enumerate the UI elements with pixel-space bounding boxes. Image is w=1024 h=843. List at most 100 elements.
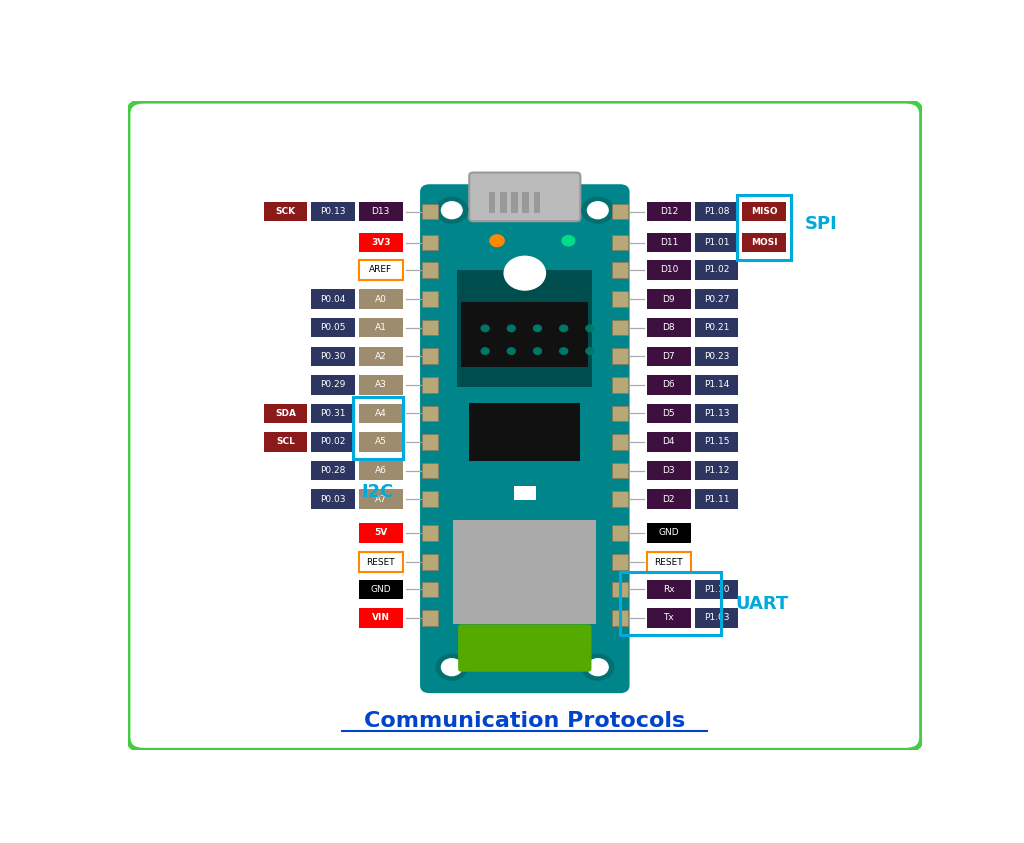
Text: P1.12: P1.12 — [703, 466, 729, 475]
Text: D2: D2 — [663, 495, 675, 503]
Text: Tx: Tx — [664, 614, 674, 622]
Text: SCL: SCL — [276, 438, 295, 447]
Text: A5: A5 — [375, 438, 387, 447]
FancyBboxPatch shape — [694, 346, 738, 366]
Circle shape — [586, 325, 594, 331]
FancyBboxPatch shape — [311, 318, 355, 337]
FancyBboxPatch shape — [311, 489, 355, 509]
FancyBboxPatch shape — [647, 552, 690, 572]
FancyBboxPatch shape — [647, 260, 690, 280]
Circle shape — [560, 325, 567, 331]
Circle shape — [582, 654, 613, 680]
Text: P0.02: P0.02 — [321, 438, 346, 447]
Text: GND: GND — [371, 585, 391, 593]
Text: D4: D4 — [663, 438, 675, 447]
FancyBboxPatch shape — [647, 346, 690, 366]
Text: P0.04: P0.04 — [321, 295, 346, 303]
Bar — [422, 582, 437, 597]
Text: SPI: SPI — [805, 215, 838, 233]
Text: A3: A3 — [375, 380, 387, 389]
Bar — [422, 554, 437, 570]
FancyBboxPatch shape — [359, 201, 402, 221]
FancyBboxPatch shape — [359, 289, 402, 309]
FancyBboxPatch shape — [359, 461, 402, 481]
FancyBboxPatch shape — [694, 201, 738, 221]
Bar — [612, 434, 628, 449]
Bar — [612, 348, 628, 364]
Text: GND: GND — [658, 529, 679, 537]
Circle shape — [489, 235, 504, 246]
Circle shape — [441, 201, 462, 218]
Text: SCK: SCK — [275, 207, 296, 216]
Text: D12: D12 — [659, 207, 678, 216]
Text: P1.10: P1.10 — [703, 585, 729, 593]
Circle shape — [534, 348, 542, 354]
FancyBboxPatch shape — [694, 579, 738, 599]
Bar — [489, 192, 496, 212]
FancyBboxPatch shape — [359, 346, 402, 366]
Text: D7: D7 — [663, 352, 675, 361]
Bar — [612, 235, 628, 250]
Text: P1.08: P1.08 — [703, 207, 729, 216]
Text: P1.14: P1.14 — [703, 380, 729, 389]
Circle shape — [504, 256, 546, 290]
Bar — [514, 486, 536, 501]
Text: P0.13: P0.13 — [321, 207, 346, 216]
Text: I2C: I2C — [361, 484, 394, 502]
Text: P0.03: P0.03 — [321, 495, 346, 503]
FancyBboxPatch shape — [694, 432, 738, 452]
Text: P1.11: P1.11 — [703, 495, 729, 503]
Bar — [612, 292, 628, 307]
FancyBboxPatch shape — [647, 523, 690, 543]
Bar — [461, 303, 588, 368]
FancyBboxPatch shape — [694, 318, 738, 337]
Bar — [422, 434, 437, 449]
Bar — [612, 582, 628, 597]
Text: D8: D8 — [663, 323, 675, 332]
Bar — [422, 235, 437, 250]
FancyBboxPatch shape — [359, 489, 402, 509]
Bar — [612, 554, 628, 570]
FancyBboxPatch shape — [647, 233, 690, 252]
FancyBboxPatch shape — [359, 608, 402, 627]
FancyBboxPatch shape — [311, 461, 355, 481]
FancyBboxPatch shape — [647, 318, 690, 337]
FancyBboxPatch shape — [647, 432, 690, 452]
FancyBboxPatch shape — [264, 404, 307, 423]
Text: P0.28: P0.28 — [321, 466, 346, 475]
Text: P0.30: P0.30 — [321, 352, 346, 361]
Text: P1.02: P1.02 — [703, 266, 729, 275]
FancyBboxPatch shape — [359, 318, 402, 337]
Text: A1: A1 — [375, 323, 387, 332]
FancyBboxPatch shape — [742, 201, 785, 221]
Bar — [469, 403, 581, 461]
Bar — [612, 405, 628, 422]
Bar — [522, 192, 528, 212]
Bar — [612, 319, 628, 336]
Text: 3V3: 3V3 — [371, 239, 390, 247]
Text: P0.23: P0.23 — [703, 352, 729, 361]
Circle shape — [436, 197, 468, 223]
FancyBboxPatch shape — [458, 625, 592, 672]
Bar — [422, 204, 437, 219]
FancyBboxPatch shape — [420, 185, 630, 693]
Text: SDA: SDA — [275, 409, 296, 418]
Bar — [612, 377, 628, 393]
Circle shape — [436, 654, 468, 680]
Text: Communication Protocols: Communication Protocols — [365, 711, 685, 731]
Circle shape — [582, 197, 613, 223]
Text: D11: D11 — [659, 239, 678, 247]
Bar — [422, 525, 437, 540]
Text: D3: D3 — [663, 466, 675, 475]
Text: A2: A2 — [375, 352, 387, 361]
Circle shape — [507, 348, 515, 354]
Bar — [534, 192, 540, 212]
FancyBboxPatch shape — [359, 523, 402, 543]
Circle shape — [481, 348, 489, 354]
FancyBboxPatch shape — [359, 432, 402, 452]
Text: MOSI: MOSI — [751, 239, 777, 247]
Circle shape — [562, 235, 574, 246]
Bar — [422, 610, 437, 626]
FancyBboxPatch shape — [694, 289, 738, 309]
Text: P1.01: P1.01 — [703, 239, 729, 247]
